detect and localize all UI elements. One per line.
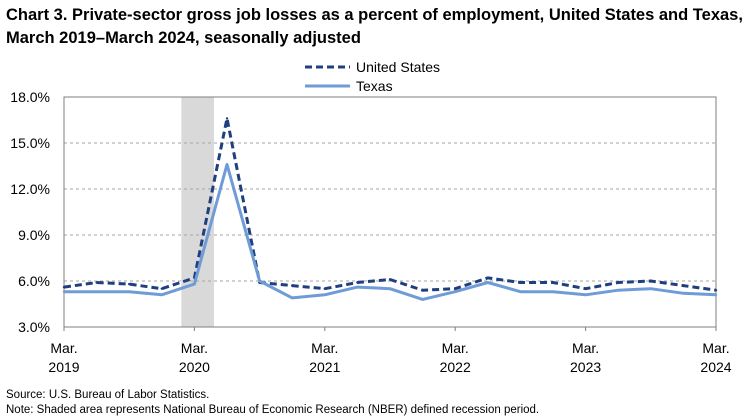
data-point-united-states bbox=[160, 287, 163, 290]
data-point-texas bbox=[128, 290, 131, 293]
legend-label-texas: Texas bbox=[356, 78, 393, 94]
x-tick-label-month: Mar. bbox=[572, 340, 599, 356]
y-tick-label: 6.0% bbox=[18, 273, 50, 289]
source-note: Source: U.S. Bureau of Labor Statistics. bbox=[6, 389, 210, 401]
data-point-texas bbox=[160, 293, 163, 296]
x-tick-label-month: Mar. bbox=[702, 340, 729, 356]
data-point-united-states bbox=[682, 284, 685, 287]
data-point-united-states bbox=[486, 276, 489, 280]
x-tick-label-month: Mar. bbox=[442, 340, 469, 356]
y-tick-label: 15.0% bbox=[10, 135, 50, 151]
data-point-texas bbox=[551, 290, 555, 293]
data-point-texas bbox=[291, 296, 294, 300]
x-tick-label-year: 2019 bbox=[48, 359, 79, 375]
data-point-united-states bbox=[356, 281, 359, 284]
x-tick-label-year: 2023 bbox=[570, 359, 601, 375]
data-point-united-states bbox=[225, 117, 229, 120]
data-point-texas bbox=[323, 293, 326, 296]
data-point-texas bbox=[649, 287, 652, 290]
data-point-texas bbox=[617, 289, 620, 292]
x-tick-label-year: 2022 bbox=[440, 359, 471, 375]
x-tick-label-year: 2020 bbox=[179, 359, 210, 375]
data-point-united-states bbox=[323, 287, 326, 290]
data-point-united-states bbox=[714, 289, 718, 292]
x-tick-label-month: Mar. bbox=[311, 340, 338, 356]
y-tick-label: 9.0% bbox=[18, 227, 50, 243]
data-point-texas bbox=[584, 293, 587, 296]
plot-area-border bbox=[63, 96, 717, 328]
x-tick-label-year: 2021 bbox=[309, 359, 340, 375]
data-point-united-states bbox=[649, 279, 652, 283]
data-point-texas bbox=[714, 293, 718, 296]
data-point-texas bbox=[388, 287, 392, 290]
data-point-united-states bbox=[291, 284, 294, 287]
recession-note: Note: Shaded area represents National Bu… bbox=[6, 404, 540, 416]
data-point-texas bbox=[519, 290, 522, 293]
data-point-united-states bbox=[519, 281, 522, 284]
data-point-texas bbox=[225, 163, 229, 166]
data-point-united-states bbox=[454, 287, 457, 290]
x-tick-label-month: Mar. bbox=[181, 340, 208, 356]
data-point-texas bbox=[62, 290, 66, 293]
data-point-united-states bbox=[421, 289, 424, 292]
x-tick-label-year: 2024 bbox=[700, 359, 731, 375]
data-point-united-states bbox=[551, 281, 555, 284]
y-tick-label: 3.0% bbox=[18, 319, 50, 335]
data-point-texas bbox=[193, 282, 196, 286]
y-tick-label: 12.0% bbox=[10, 181, 50, 197]
data-point-united-states bbox=[128, 282, 131, 286]
data-point-texas bbox=[682, 292, 685, 295]
x-tick-label-month: Mar. bbox=[50, 340, 77, 356]
data-point-texas bbox=[421, 298, 424, 301]
data-point-united-states bbox=[62, 285, 66, 289]
data-point-texas bbox=[486, 281, 489, 284]
data-point-texas bbox=[258, 279, 261, 283]
data-point-united-states bbox=[95, 281, 98, 284]
data-point-united-states bbox=[584, 287, 587, 290]
data-point-texas bbox=[454, 290, 457, 293]
chart-title: Chart 3. Private-sector gross job losses… bbox=[6, 6, 743, 47]
data-point-texas bbox=[356, 285, 359, 289]
y-tick-label: 18.0% bbox=[10, 89, 50, 105]
legend-label-united-states: United States bbox=[356, 59, 440, 75]
data-point-texas bbox=[95, 290, 98, 293]
data-point-united-states bbox=[388, 278, 392, 281]
series-line-united-states bbox=[63, 117, 717, 292]
data-point-united-states bbox=[617, 281, 620, 284]
